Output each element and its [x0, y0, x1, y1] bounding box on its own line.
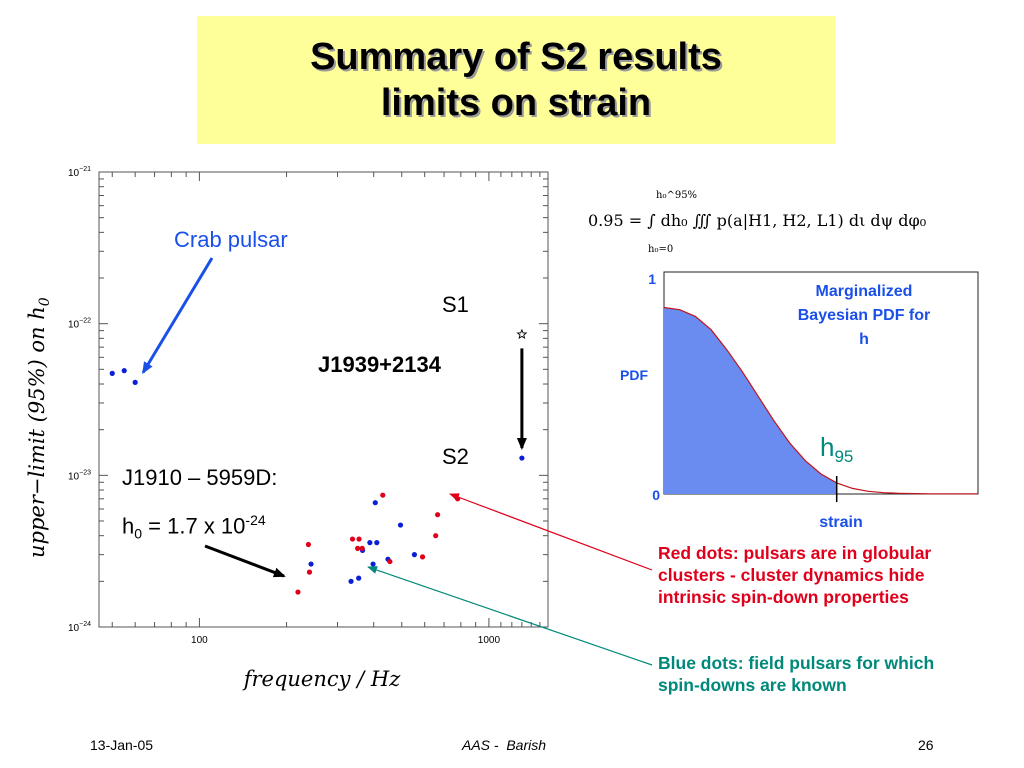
bayesian-formula: 0.95 = ∫ dh₀ ∭ p(a|H1, H2, L1) dι dψ dφ₀…: [588, 190, 926, 255]
data-point: [109, 370, 115, 376]
y-tick-label: 10−21: [68, 166, 91, 179]
formula-lower-limit: h₀=0: [648, 244, 673, 255]
data-point: [356, 575, 362, 581]
h95-subscript: 95: [834, 447, 853, 466]
pdf-xlabel: strain: [819, 514, 863, 531]
s1-star-marker: [516, 328, 528, 339]
data-point: [359, 545, 365, 551]
h0-exponent: -24: [245, 512, 266, 528]
y-tick-label: 10−24: [68, 621, 91, 634]
s2-label: S2: [442, 444, 469, 469]
data-point: [349, 536, 356, 542]
data-point: [367, 540, 373, 546]
title-box: Summary of S2 results limits on strain: [197, 16, 835, 144]
h95-label: h95: [820, 432, 853, 466]
plot-frame: [98, 171, 549, 628]
data-point: [356, 536, 362, 542]
data-point: [348, 578, 354, 584]
data-point: [370, 561, 376, 567]
red-dots-note: Red dots: pulsars are in globular cluste…: [658, 543, 932, 607]
h0-equation: = 1.7 x 10: [142, 513, 246, 539]
pdf-ylabel: PDF: [620, 367, 648, 383]
upper-limit-scatter-chart: 10−24 10−23 10−22 10−21 100 1000 upper−limit …: [25, 166, 549, 691]
crab-pulsar-label: Crab pulsar: [174, 227, 288, 252]
footer-date: 13-Jan-05: [90, 737, 154, 753]
y-tick-label: 10−23: [68, 469, 91, 482]
data-point: [380, 492, 386, 498]
h0-value-label: h0 = 1.7 x 10-24: [122, 512, 266, 542]
y-axis-label-text: upper−limit (95%) on h: [25, 306, 49, 558]
data-points: [109, 328, 528, 595]
title-line-2: limits on strain: [380, 82, 652, 124]
formula-text: 0.95 = ∫ dh₀ ∭ p(a|H1, H2, L1) dι dψ dφ₀: [588, 211, 926, 230]
data-point: [433, 533, 439, 539]
data-point: [387, 558, 393, 565]
data-point: [305, 541, 312, 548]
data-point: [519, 455, 525, 461]
x-tick-label: 100: [191, 635, 208, 646]
pdf-title-line-1: Marginalized: [816, 283, 913, 300]
data-point: [374, 540, 380, 546]
annotation-arrows: [141, 257, 527, 578]
formula-upper-limit: h₀^95%: [656, 190, 697, 201]
blue-dots-note: Blue dots: field pulsars for which spin-…: [658, 653, 935, 695]
data-point: [435, 512, 441, 518]
j1939-label: J1939+2134: [318, 352, 441, 377]
j1910-arrow: [204, 544, 286, 578]
pdf-y-bottom: 0: [652, 487, 660, 503]
y-axis-label-subscript: 0: [37, 297, 53, 306]
pdf-curve: [663, 306, 978, 495]
data-point: [132, 379, 138, 385]
data-point: [295, 589, 301, 595]
svg-text:upper−limit (95%) on h0: upper−limit (95%) on h0: [25, 297, 53, 558]
data-point: [306, 569, 313, 575]
data-point: [455, 496, 461, 502]
title-line-1: Summary of S2 results: [310, 36, 722, 78]
h95-symbol: h: [820, 432, 834, 462]
data-point: [121, 368, 127, 374]
pdf-title-line-2: Bayesian PDF for: [798, 307, 930, 324]
y-tick-label: 10−22: [68, 318, 91, 331]
y-axis-label: upper−limit (95%) on h0: [25, 297, 53, 558]
data-point: [372, 500, 378, 506]
data-point: [411, 552, 418, 558]
j1910-label: J1910 – 5959D:: [122, 465, 278, 490]
h0-symbol: h: [122, 513, 135, 539]
footer-center: AAS - Barish: [462, 737, 547, 753]
data-point: [419, 554, 426, 560]
crab-pulsar-arrow: [141, 257, 214, 375]
x-axis-label: frequency / Hz: [242, 667, 402, 691]
data-point: [355, 545, 361, 551]
x-tick-label: 1000: [478, 635, 501, 646]
pdf-y-top: 1: [648, 271, 656, 287]
h0-subscript: 0: [134, 525, 143, 542]
data-point: [308, 561, 314, 567]
s1-label: S1: [442, 292, 469, 317]
bayesian-pdf-chart: 1 0 PDF strain Marginalized Bayesian PDF…: [620, 271, 979, 531]
data-point: [397, 522, 404, 528]
pdf-title-line-3: h: [859, 331, 869, 348]
footer-page-number: 26: [918, 737, 934, 753]
